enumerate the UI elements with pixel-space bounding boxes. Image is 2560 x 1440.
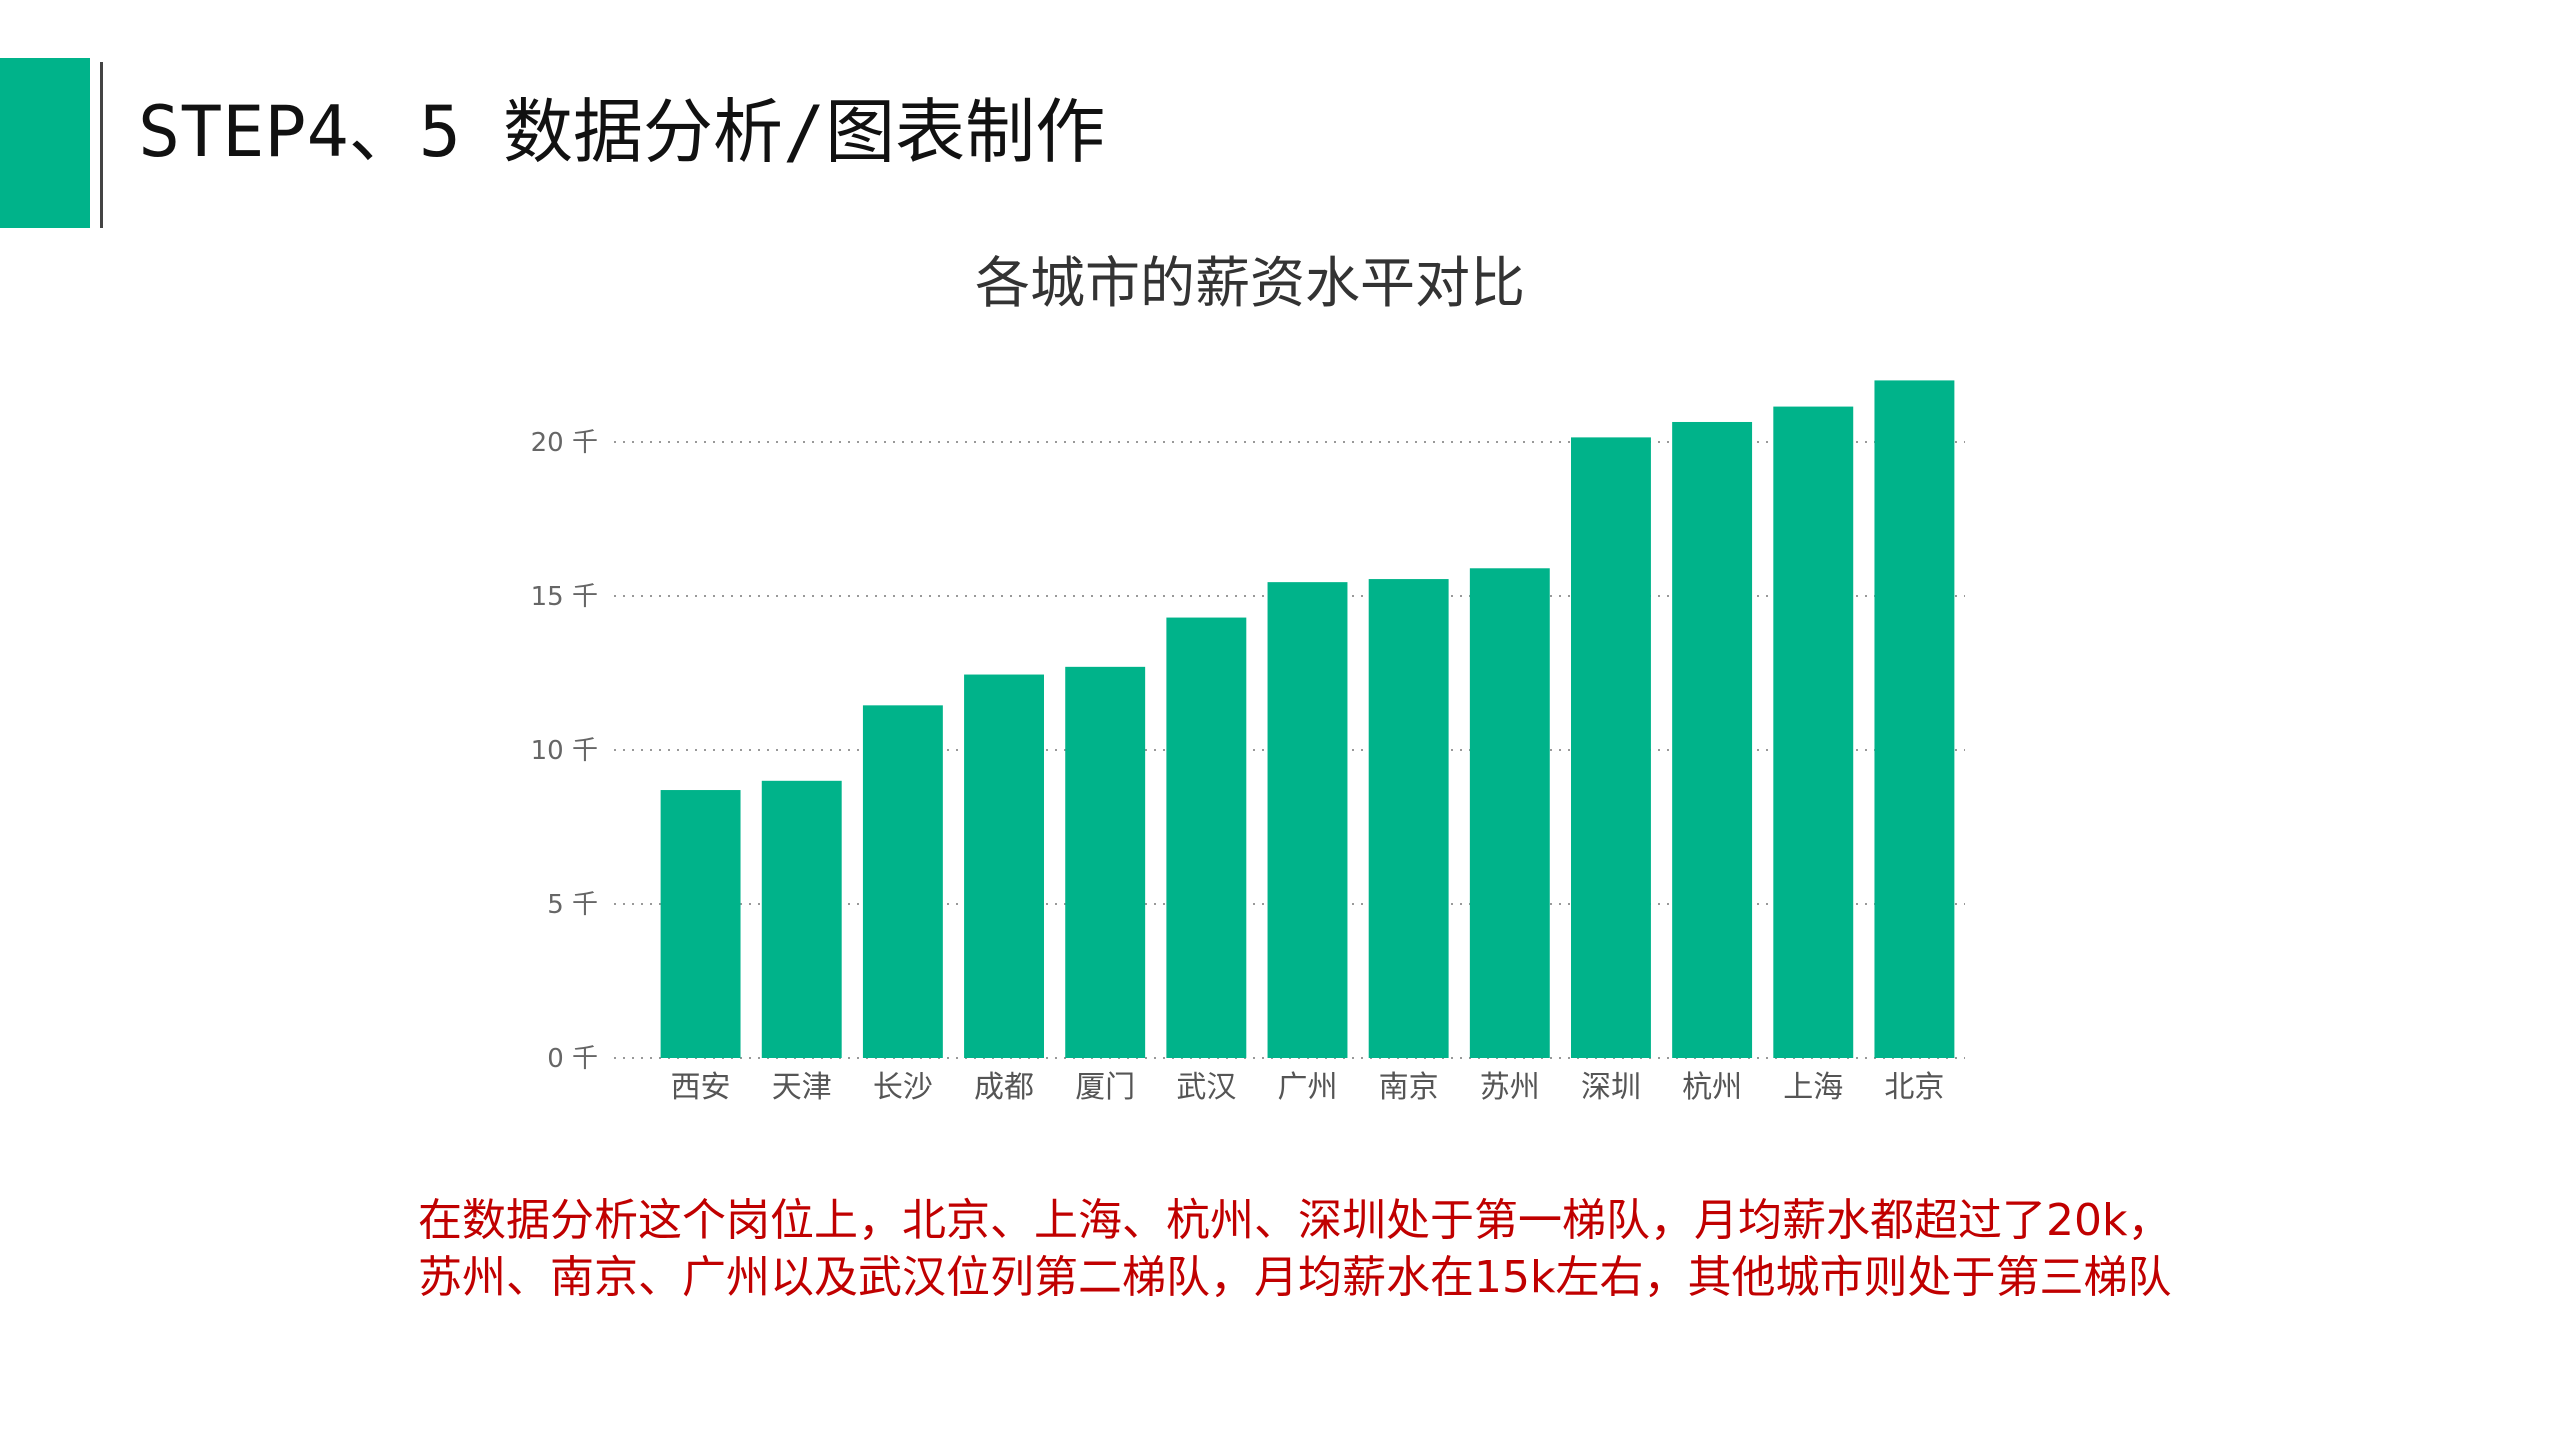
accent-block [0, 58, 90, 228]
x-category-label: 西安 [671, 1070, 731, 1105]
x-category-label: 长沙 [873, 1070, 933, 1105]
y-tick-label: 0 千 [547, 1044, 598, 1074]
x-category-label: 天津 [772, 1070, 832, 1105]
bar [761, 780, 842, 1058]
x-category-label: 深圳 [1581, 1070, 1641, 1105]
bar [1065, 666, 1146, 1058]
bar [1571, 437, 1651, 1058]
bars [660, 380, 1955, 1059]
bar [1368, 579, 1449, 1058]
bar [1166, 617, 1247, 1058]
x-axis-labels: 西安 天津 长沙 成都 厦门 武汉 广州 南京 苏州 深圳 杭州 上海 北京 [671, 1070, 1945, 1105]
analysis-caption: 在数据分析这个岗位上，北京、上海、杭州、深圳处于第一梯队，月均薪水都超过了20k… [418, 1195, 2172, 1303]
y-axis-ticks: 0 千 5 千 10 千 15 千 20 千 [531, 428, 598, 1074]
bar [1469, 568, 1550, 1058]
bar [862, 705, 943, 1058]
y-tick-label: 5 千 [547, 890, 598, 920]
bar [1672, 421, 1753, 1059]
x-category-label: 武汉 [1176, 1070, 1236, 1105]
bar [1773, 406, 1854, 1059]
x-category-label: 北京 [1884, 1070, 1944, 1105]
y-tick-label: 20 千 [531, 428, 598, 458]
chart-title: 各城市的薪资水平对比 [975, 251, 1525, 315]
bar [1267, 582, 1348, 1058]
x-category-label: 成都 [974, 1070, 1034, 1105]
y-tick-label: 10 千 [531, 736, 598, 766]
x-category-label: 上海 [1783, 1070, 1843, 1105]
x-category-label: 苏州 [1480, 1070, 1540, 1105]
salary-bar-chart: 各城市的薪资水平对比 0 千 5 千 10 千 15 千 20 千 西安 天津 长沙 成都 厦门… [531, 251, 1965, 1105]
x-category-label: 厦门 [1075, 1070, 1135, 1105]
x-category-label: 杭州 [1682, 1070, 1742, 1105]
x-category-label: 南京 [1379, 1070, 1439, 1105]
accent-divider [100, 62, 103, 228]
bar [660, 790, 741, 1058]
bar [1874, 380, 1955, 1058]
bar [964, 674, 1044, 1058]
y-tick-label: 15 千 [531, 582, 598, 612]
slide-title: STEP4、5 数据分析/图表制作 [138, 91, 1106, 173]
x-category-label: 广州 [1278, 1070, 1338, 1105]
